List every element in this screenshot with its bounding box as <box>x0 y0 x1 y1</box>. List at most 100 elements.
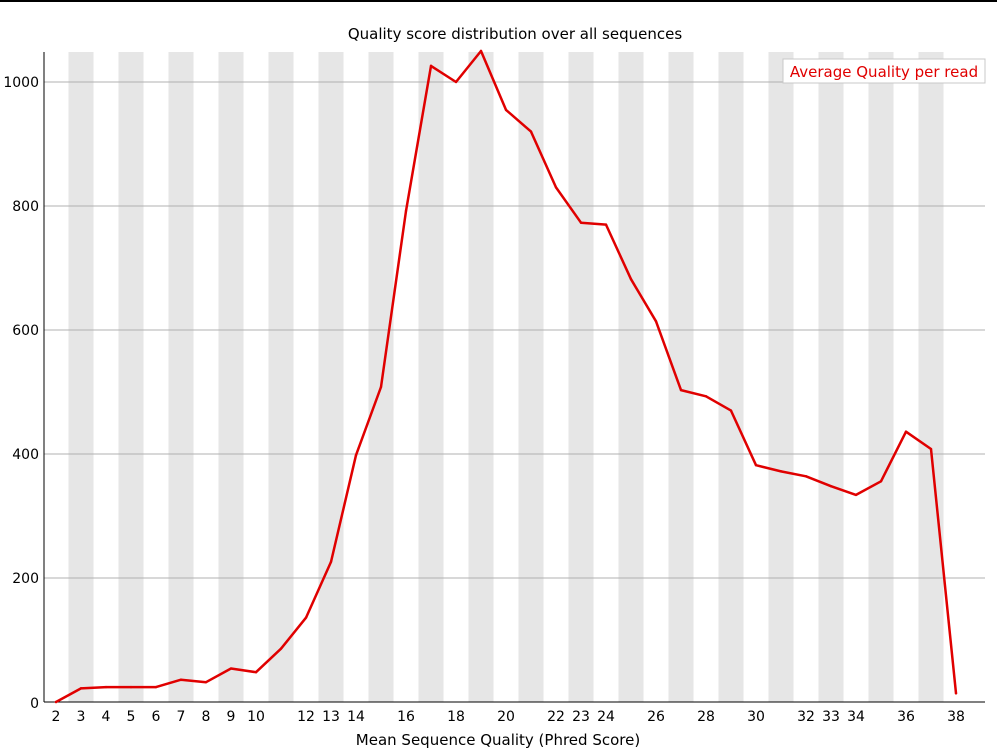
data-point <box>429 64 433 68</box>
stripe-band <box>418 52 444 702</box>
axes <box>43 52 985 703</box>
x-tick-label: 18 <box>447 709 465 725</box>
data-point <box>454 80 458 84</box>
x-tick-label: 20 <box>497 709 515 725</box>
data-point <box>679 388 683 392</box>
x-tick-label: 7 <box>177 709 186 725</box>
data-point <box>479 49 483 53</box>
y-tick-label: 800 <box>12 199 39 215</box>
data-point <box>754 463 758 467</box>
x-tick-label: 33 <box>822 709 840 725</box>
data-point <box>604 223 608 226</box>
data-point <box>854 493 858 497</box>
x-tick-label: 32 <box>797 709 815 725</box>
data-point <box>129 685 133 689</box>
y-tick-label: 400 <box>12 447 39 463</box>
stripe-band <box>668 52 694 702</box>
legend-box <box>782 58 986 84</box>
data-point <box>829 485 833 488</box>
x-tick-label: 22 <box>547 709 565 725</box>
stripe-band <box>568 52 594 702</box>
y-tick-label: 200 <box>12 571 39 587</box>
data-point <box>179 678 183 681</box>
x-tick-label: 8 <box>202 709 211 725</box>
data-point <box>954 692 958 695</box>
stripe-band <box>618 52 644 702</box>
legend: Average Quality per read <box>782 58 986 84</box>
data-point <box>254 671 258 674</box>
data-point <box>54 700 58 704</box>
x-tick-label: 28 <box>697 709 715 725</box>
x-tick-label: 14 <box>347 709 365 725</box>
x-tick-label: 30 <box>747 709 765 725</box>
x-tick-label: 23 <box>572 709 590 725</box>
horizontal-gridlines <box>44 81 985 579</box>
data-point <box>404 209 408 213</box>
data-point <box>79 687 83 690</box>
x-tick-label: 5 <box>127 709 136 725</box>
chart-title: Quality score distribution over all sequ… <box>348 25 682 43</box>
data-point <box>504 108 508 112</box>
data-point <box>929 447 933 451</box>
stripe-band <box>68 52 94 702</box>
x-tick-label: 4 <box>102 709 111 725</box>
data-point <box>704 395 708 398</box>
data-point <box>629 277 633 281</box>
x-tick-label: 16 <box>397 709 415 725</box>
x-tick-label: 26 <box>647 709 665 725</box>
stripe-band <box>318 52 344 702</box>
legend-label: Average Quality per read <box>790 63 978 81</box>
data-point <box>779 470 783 473</box>
data-point <box>579 221 583 224</box>
y-axis-tick-labels: 0 200 400 600 800 1000 <box>3 75 39 712</box>
data-series <box>54 49 958 704</box>
y-tick-label: 600 <box>12 323 39 339</box>
x-tick-label: 6 <box>152 709 161 725</box>
stripe-band <box>268 52 294 702</box>
x-axis-tick-labels: 2 3 4 5 6 7 8 9 10 12 13 14 16 18 20 22 23 24 26 28 30 32 33 34… <box>52 709 965 725</box>
stripe-band <box>518 52 544 702</box>
data-point <box>654 320 658 323</box>
data-point <box>104 685 108 689</box>
x-tick-label: 3 <box>77 709 86 725</box>
x-tick-label: 38 <box>947 709 965 725</box>
stripe-band <box>768 52 794 702</box>
x-tick-label: 34 <box>847 709 865 725</box>
stripe-band <box>118 52 144 702</box>
data-point <box>279 647 283 650</box>
stripe-band <box>868 52 894 702</box>
x-tick-label: 36 <box>897 709 915 725</box>
stripe-band <box>218 52 244 702</box>
y-tick-label: 0 <box>30 696 39 712</box>
data-point <box>304 616 308 619</box>
data-point <box>529 130 533 133</box>
stripe-band <box>368 52 394 702</box>
data-point <box>154 685 158 689</box>
x-tick-label: 2 <box>52 709 61 725</box>
x-tick-label: 12 <box>297 709 315 725</box>
stripe-band <box>718 52 744 702</box>
x-tick-label: 24 <box>597 709 615 725</box>
stripe-band <box>918 52 944 702</box>
stripe-band <box>468 52 494 702</box>
stripe-band <box>168 52 194 702</box>
data-point <box>354 454 358 457</box>
x-tick-label: 13 <box>322 709 340 725</box>
y-tick-label: 1000 <box>3 75 39 91</box>
x-axis-title: Mean Sequence Quality (Phred Score) <box>356 731 640 749</box>
data-point <box>379 385 383 389</box>
top-border <box>0 0 997 2</box>
background-stripes <box>68 52 944 702</box>
data-point <box>229 667 233 670</box>
data-point <box>879 480 883 483</box>
x-tick-label: 10 <box>247 709 265 725</box>
data-point <box>904 430 908 433</box>
stripe-band <box>818 52 844 702</box>
data-point <box>804 475 808 478</box>
data-point <box>204 680 208 684</box>
data-point <box>729 409 733 412</box>
data-point <box>329 560 333 564</box>
x-tick-label: 9 <box>227 709 236 725</box>
